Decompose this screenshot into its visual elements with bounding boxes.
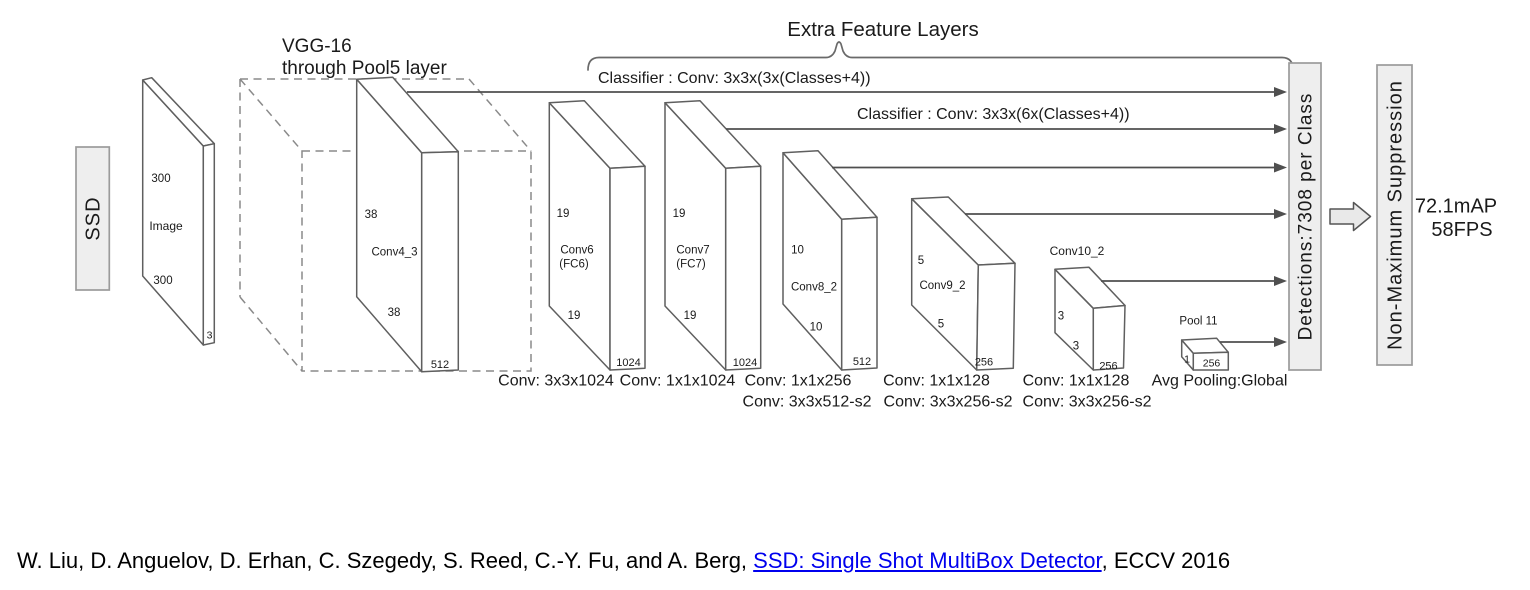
vgg16-dashed-box bbox=[239, 78, 532, 372]
pool11-front-face bbox=[1192, 351, 1230, 371]
classifier-conv7-label: Classifier : Conv: 3x3x(6x(Classes+4)) bbox=[857, 106, 1130, 123]
pool11-channels-label: 256 bbox=[1203, 358, 1221, 370]
conv6-side-face bbox=[609, 165, 646, 371]
conv10_2-side-face bbox=[1092, 304, 1126, 371]
image-front-face bbox=[141, 79, 205, 346]
citation-authors: W. Liu, D. Anguelov, D. Erhan, C. Szeged… bbox=[17, 548, 754, 573]
conv10_2-op1-label: Conv: 1x1x128 bbox=[1023, 373, 1130, 390]
pool11-height-label: 1 bbox=[1184, 354, 1190, 366]
conv6-subname-label: (FC6) bbox=[559, 259, 589, 271]
conv9_2-side-face bbox=[975, 262, 1016, 371]
conv8_2-side-face bbox=[840, 216, 878, 371]
pool11-layer-block bbox=[1180, 337, 1230, 371]
architecture-diagram: VGG-16 through Pool5 layer Extra Feature… bbox=[75, 18, 1497, 411]
image-height-label: 300 bbox=[151, 173, 170, 185]
classifier-conv4_3-label: Classifier : Conv: 3x3x(3x(Classes+4)) bbox=[598, 70, 871, 87]
conv4_3-width-label: 38 bbox=[388, 307, 401, 319]
detections-label: Detections:7308 per Class bbox=[1296, 93, 1317, 341]
conv6-height-label: 19 bbox=[557, 208, 570, 220]
conv7-height-label: 19 bbox=[673, 208, 686, 220]
block-arrow-icon bbox=[1329, 201, 1372, 232]
conv7-width-label: 19 bbox=[684, 310, 697, 322]
conv9_2-op1-label: Conv: 1x1x128 bbox=[883, 373, 990, 390]
extra-feature-layers-title: Extra Feature Layers bbox=[787, 18, 978, 41]
pool11-name-label: Pool 11 bbox=[1179, 316, 1217, 328]
conv8_2-channels-label: 512 bbox=[853, 356, 871, 368]
vgg-caption-line2: through Pool5 layer bbox=[282, 58, 447, 79]
conv9_2-name-label: Conv9_2 bbox=[919, 280, 965, 292]
conv6-op-label: Conv: 3x3x1024 bbox=[498, 373, 614, 390]
nms-label: Non-Maximum Suppression bbox=[1385, 80, 1407, 350]
conv6-width-label: 19 bbox=[568, 310, 581, 322]
conv7-subname-label: (FC7) bbox=[676, 259, 706, 271]
conv10_2-width-label: 3 bbox=[1073, 341, 1079, 353]
conv8_2-width-label: 10 bbox=[810, 322, 823, 334]
conv4_3-name-label: Conv4_3 bbox=[371, 247, 417, 259]
conv6-name-label: Conv6 bbox=[560, 245, 593, 257]
conv7-name-label: Conv7 bbox=[676, 245, 709, 257]
extra-feature-layers-brace bbox=[587, 41, 1294, 71]
conv9_2-height-label: 5 bbox=[918, 255, 924, 267]
map-metric-label: 72.1mAP bbox=[1415, 196, 1497, 218]
vgg-caption-line1: VGG-16 bbox=[282, 36, 352, 57]
input-image-block bbox=[141, 76, 216, 346]
conv10_2-channels-label: 256 bbox=[1099, 361, 1117, 373]
conv9_2-channels-label: 256 bbox=[975, 357, 993, 369]
detections-box bbox=[1288, 62, 1322, 371]
conv8_2-height-label: 10 bbox=[791, 245, 804, 257]
conv10_2-height-label: 3 bbox=[1058, 311, 1064, 323]
conv6-layer-block bbox=[548, 99, 646, 371]
image-width-label: 300 bbox=[153, 275, 172, 287]
conv7-layer-block bbox=[664, 99, 762, 371]
conv9_2-op2-label: Conv: 3x3x256-s2 bbox=[884, 394, 1013, 411]
conv9_2-layer-block bbox=[910, 196, 1016, 371]
conv7-op-label: Conv: 1x1x1024 bbox=[620, 373, 736, 390]
detection-arrows bbox=[407, 87, 1287, 347]
conv7-channels-label: 1024 bbox=[733, 357, 757, 369]
nms-box bbox=[1376, 64, 1413, 366]
image-side-face bbox=[202, 142, 216, 346]
citation-venue: , ECCV 2016 bbox=[1101, 548, 1231, 573]
conv4_3-layer-block bbox=[355, 76, 460, 373]
image-name-label: Image bbox=[149, 219, 183, 233]
image-channels-label: 3 bbox=[207, 330, 213, 342]
conv4_3-height-label: 38 bbox=[365, 209, 378, 221]
pool11-op-label: Avg Pooling:Global bbox=[1152, 373, 1288, 390]
citation-link[interactable]: SSD: Single Shot MultiBox Detector bbox=[753, 548, 1102, 573]
conv9_2-width-label: 5 bbox=[938, 319, 944, 331]
conv4_3-channels-label: 512 bbox=[431, 359, 449, 371]
ssd-title-label: SSD bbox=[83, 196, 105, 240]
conv10_2-op2-label: Conv: 3x3x256-s2 bbox=[1023, 394, 1152, 411]
conv6-channels-label: 1024 bbox=[616, 357, 640, 369]
conv8_2-op1-label: Conv: 1x1x256 bbox=[745, 373, 852, 390]
conv10_2-name-label: Conv10_2 bbox=[1050, 244, 1105, 258]
fps-metric-label: 58FPS bbox=[1431, 219, 1492, 241]
citation: W. Liu, D. Anguelov, D. Erhan, C. Szeged… bbox=[17, 548, 1523, 574]
conv7-side-face bbox=[724, 165, 762, 371]
conv10_2-layer-block bbox=[1054, 266, 1126, 371]
conv8_2-name-label: Conv8_2 bbox=[791, 282, 837, 294]
conv8_2-op2-label: Conv: 3x3x512-s2 bbox=[743, 394, 872, 411]
conv4_3-side-face bbox=[420, 150, 460, 373]
conv8_2-layer-block bbox=[782, 149, 878, 371]
ssd-title-box bbox=[75, 146, 111, 291]
